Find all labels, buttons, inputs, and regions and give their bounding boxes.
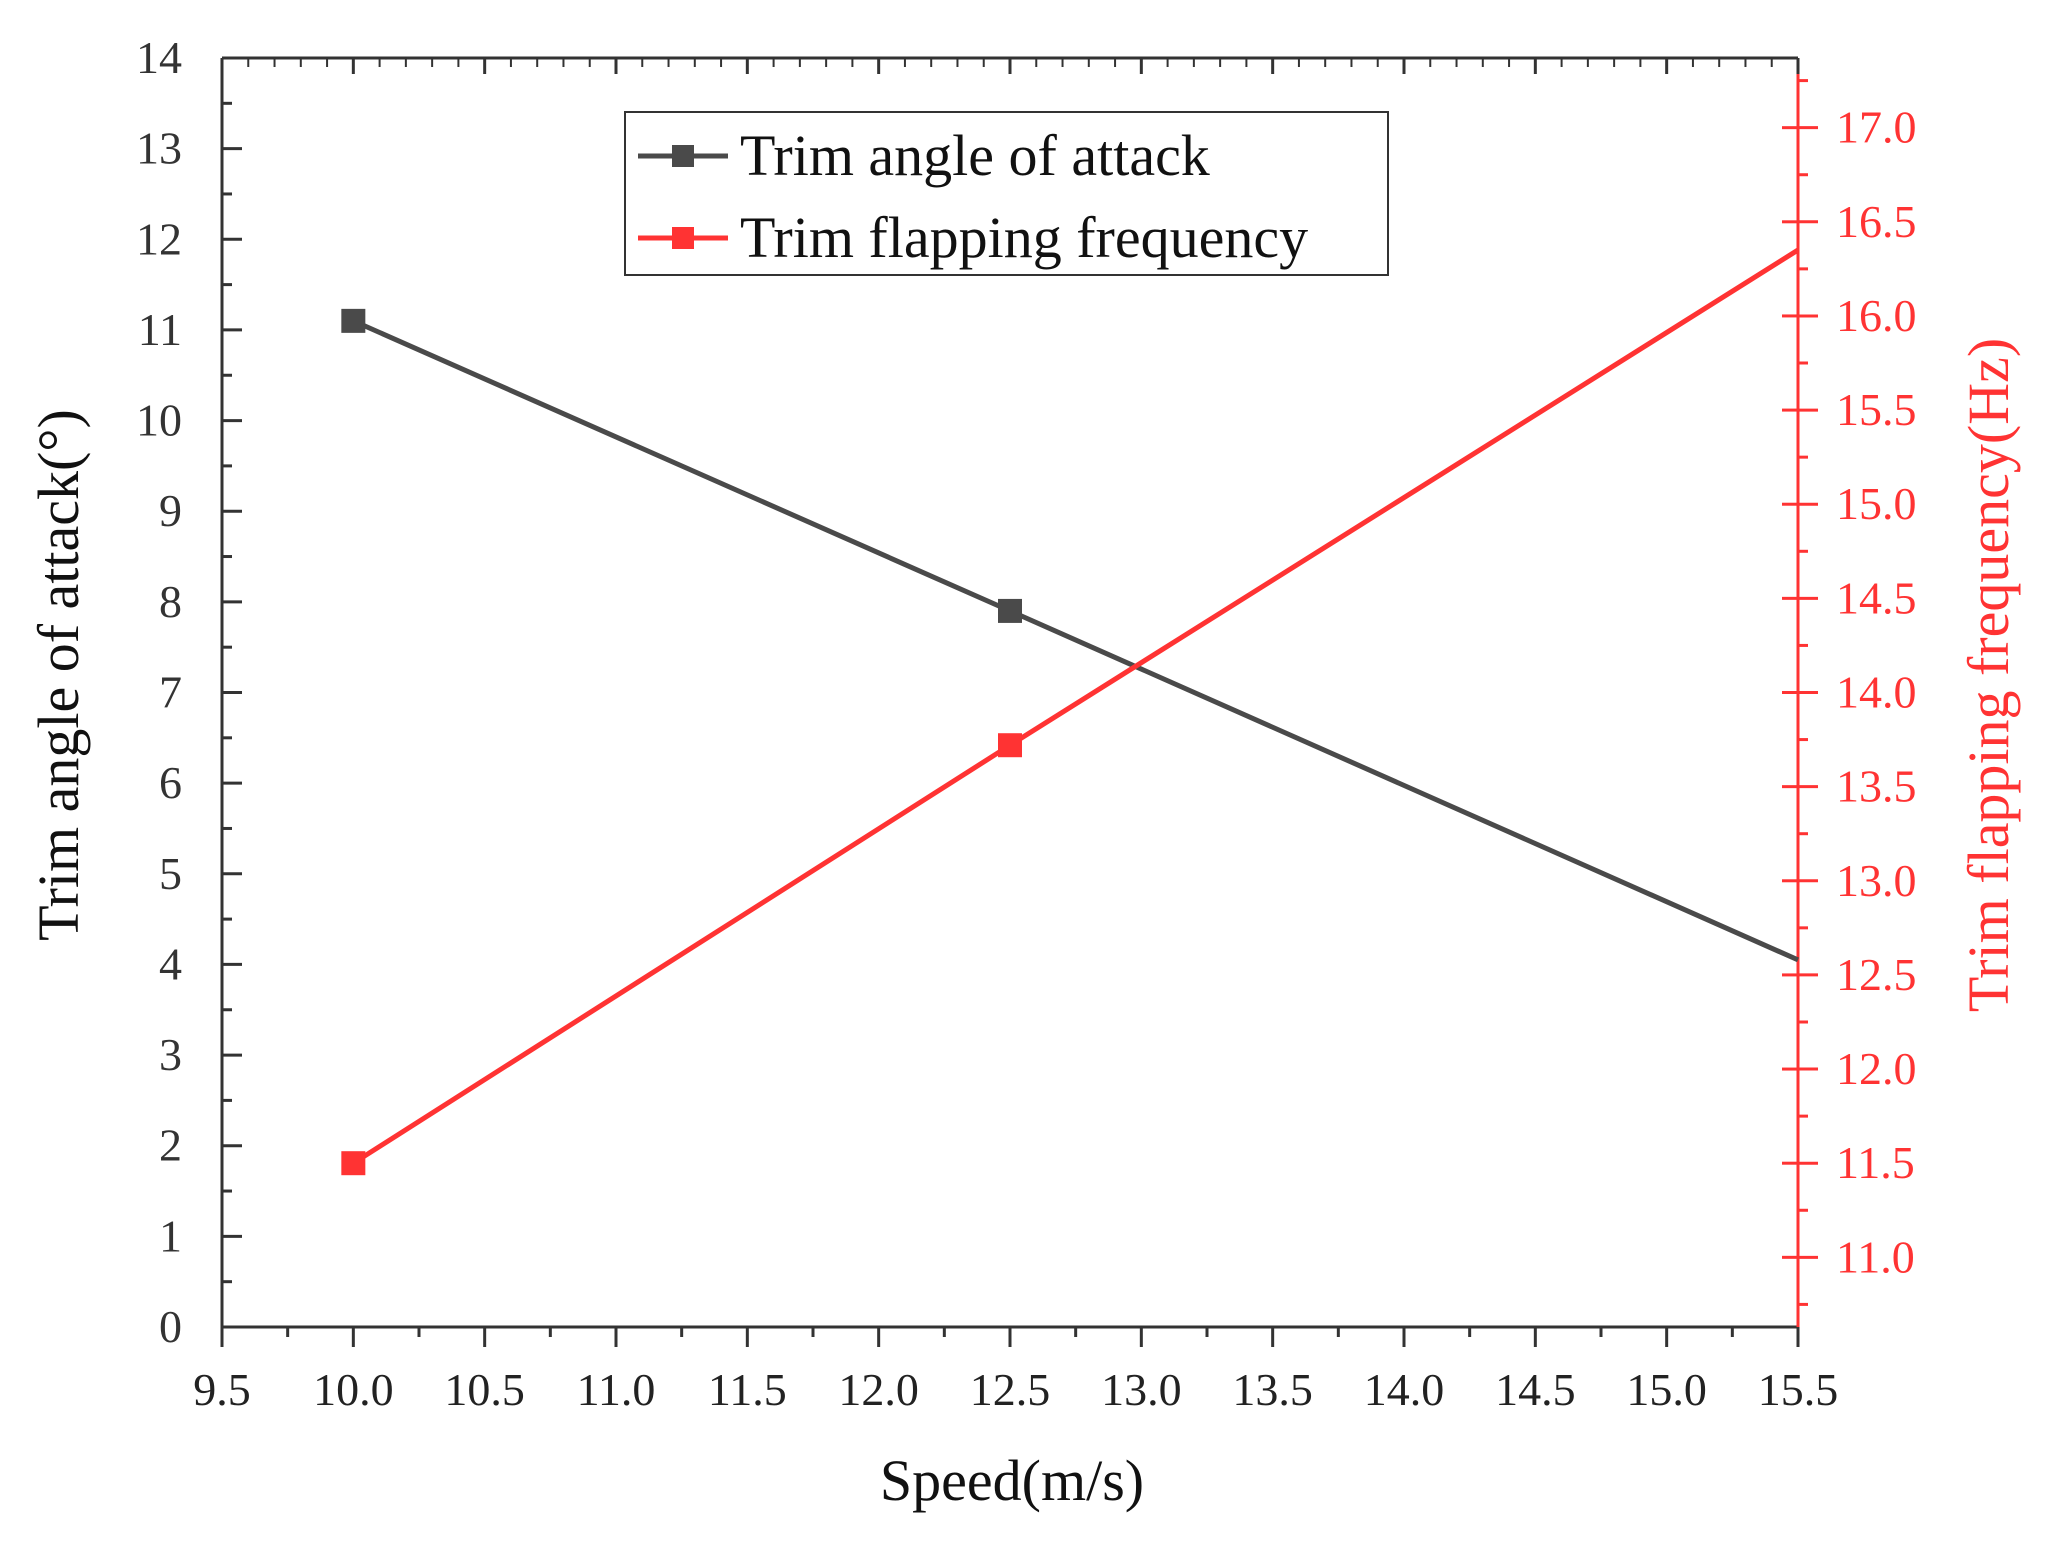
y-left-tick-label: 8 bbox=[159, 576, 182, 627]
x-tick-label: 11.0 bbox=[577, 1364, 656, 1415]
y-right-tick-label: 14.5 bbox=[1836, 572, 1917, 623]
x-tick-label: 14.0 bbox=[1364, 1364, 1445, 1415]
x-tick-label: 13.5 bbox=[1232, 1364, 1313, 1415]
x-tick-label: 12.5 bbox=[970, 1364, 1051, 1415]
y-left-tick-label: 3 bbox=[159, 1029, 182, 1080]
y-right-tick-label: 17.0 bbox=[1836, 102, 1917, 153]
data-point-marker bbox=[998, 598, 1022, 623]
series-line-1 bbox=[351, 247, 1800, 1166]
legend-box bbox=[624, 111, 1389, 276]
x-tick-label: 10.5 bbox=[444, 1364, 525, 1415]
y-right-tick-label: 11.0 bbox=[1836, 1231, 1915, 1282]
y-left-tick-label: 12 bbox=[136, 213, 182, 264]
data-point-marker bbox=[341, 308, 366, 333]
y-left-tick-label: 10 bbox=[136, 395, 182, 446]
series-layer bbox=[341, 247, 1800, 1176]
y-left-tick-label: 6 bbox=[159, 757, 182, 808]
y-left-tick-label: 2 bbox=[159, 1120, 182, 1171]
x-tick-label: 13.0 bbox=[1101, 1364, 1182, 1415]
x-tick-label: 11.5 bbox=[708, 1364, 787, 1415]
y-left-tick-label: 14 bbox=[136, 32, 182, 83]
x-tick-label: 9.5 bbox=[193, 1364, 251, 1415]
x-tick-label: 15.5 bbox=[1758, 1364, 1839, 1415]
x-tick-label: 14.5 bbox=[1495, 1364, 1576, 1415]
y-left-axis-title: Trim angle of attack(°) bbox=[26, 409, 91, 941]
y-right-axis-title: Trim flapping frequency(Hz) bbox=[1956, 338, 2021, 1012]
y-left-tick-label: 7 bbox=[159, 667, 182, 718]
y-left-tick-label: 4 bbox=[159, 938, 182, 989]
y-left-tick-label: 1 bbox=[159, 1210, 182, 1261]
legend-marker-frequency bbox=[672, 227, 694, 249]
series-line-0 bbox=[352, 318, 1800, 963]
y-right-tick-label: 16.5 bbox=[1836, 196, 1917, 247]
y-right-tick-label: 15.5 bbox=[1836, 384, 1917, 435]
data-point-marker bbox=[998, 733, 1022, 758]
y-right-tick-label: 13.0 bbox=[1836, 855, 1917, 906]
x-tick-label: 15.0 bbox=[1626, 1364, 1707, 1415]
legend-label-angle: Trim angle of attack bbox=[740, 123, 1210, 188]
x-axis-title: Speed(m/s) bbox=[880, 1448, 1144, 1513]
legend-marker-angle bbox=[672, 145, 694, 167]
y-right-tick-label: 14.0 bbox=[1836, 667, 1917, 718]
x-tick-label: 12.0 bbox=[838, 1364, 919, 1415]
y-right-tick-label: 12.0 bbox=[1836, 1043, 1917, 1094]
y-right-tick-label: 13.5 bbox=[1836, 761, 1917, 812]
data-point-marker bbox=[341, 1151, 366, 1176]
y-right-tick-label: 11.5 bbox=[1836, 1137, 1915, 1188]
y-right-tick-label: 12.5 bbox=[1836, 949, 1917, 1000]
y-right-tick-label: 15.0 bbox=[1836, 478, 1917, 529]
y-left-tick-label: 5 bbox=[159, 848, 182, 899]
legend-label-frequency: Trim flapping frequency bbox=[740, 205, 1308, 270]
y-left-tick-label: 9 bbox=[159, 485, 182, 536]
x-tick-label: 10.0 bbox=[313, 1364, 394, 1415]
y-right-tick-label: 16.0 bbox=[1836, 290, 1917, 341]
y-left-tick-label: 0 bbox=[159, 1301, 182, 1352]
y-left-tick-label: 11 bbox=[138, 304, 182, 355]
legend: Trim angle of attack Trim flapping frequ… bbox=[624, 111, 1389, 276]
y-left-tick-label: 13 bbox=[136, 123, 182, 174]
